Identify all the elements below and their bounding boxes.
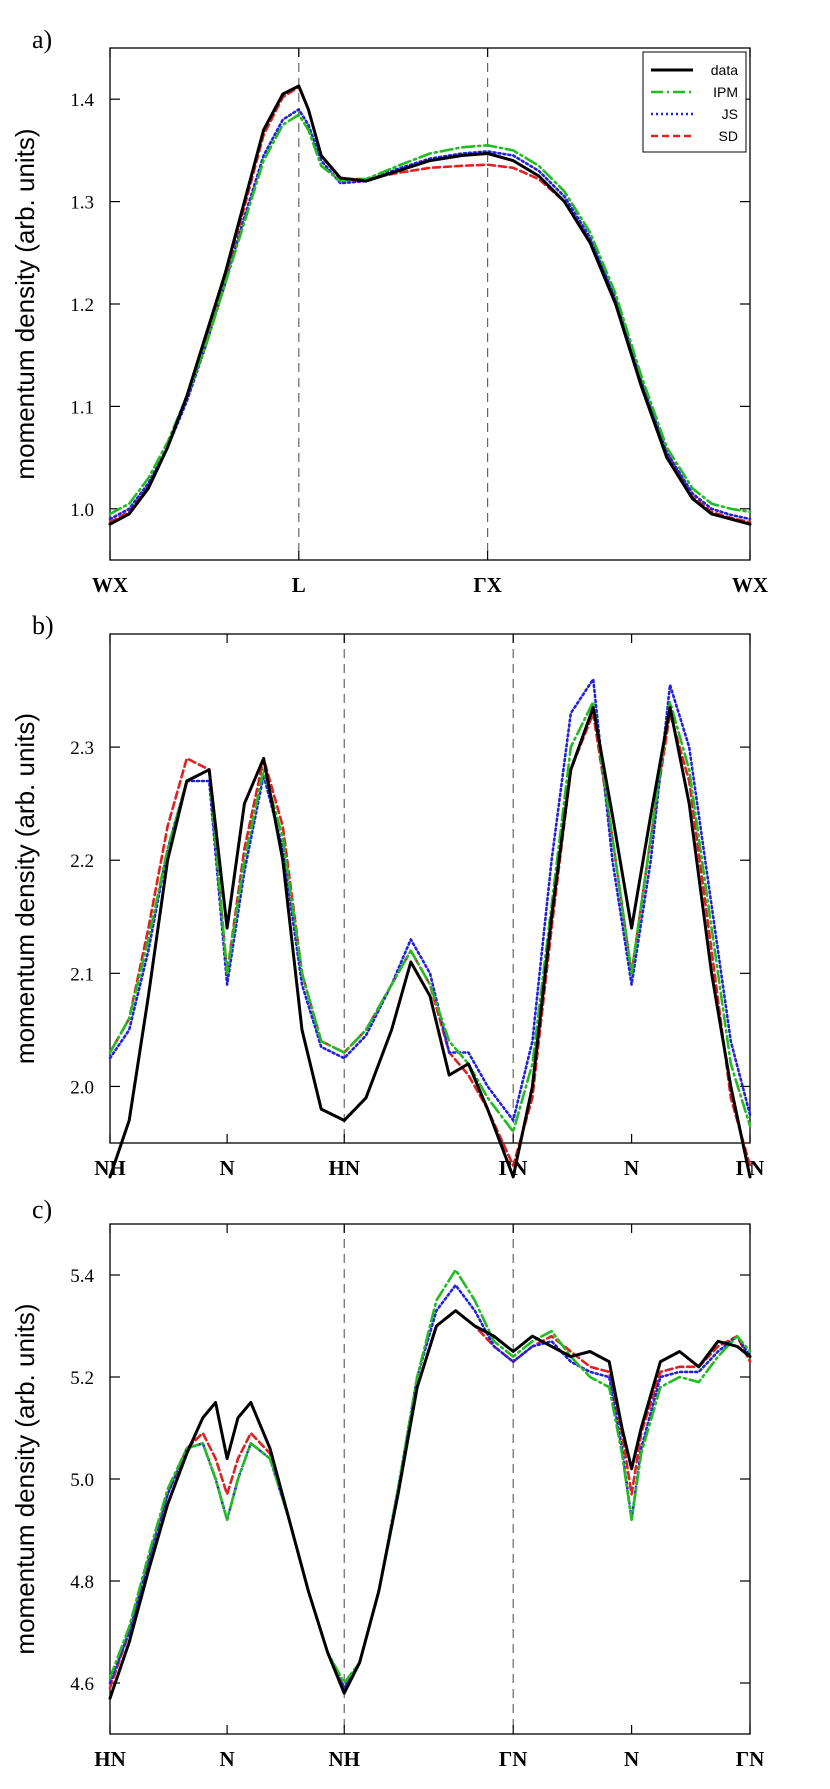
series-line-js (108, 108, 752, 521)
series-line-data (108, 706, 752, 1179)
xtick-label: ΓX (473, 573, 502, 597)
ytick-label: 1.2 (70, 295, 94, 316)
chart-panel-2: 4.6 4.8 5.0 5.2 5.4 HN N NH ΓN N ΓN momentum densit… (10, 1195, 764, 1771)
y-axis-label: momentum density (arb. units) (10, 713, 40, 1064)
legend-label-js: JS (722, 106, 738, 122)
y-axis-label: momentum density (arb. units) (10, 1303, 40, 1654)
ytick-label: 1.0 (70, 500, 94, 521)
series-line-data (108, 84, 752, 526)
xtick-label: ΓN (499, 1747, 528, 1771)
series-line-data (108, 1309, 752, 1700)
xtick-label: N (624, 1747, 639, 1771)
legend: data IPM JS SD (642, 51, 747, 153)
plot-frame (109, 1223, 751, 1735)
xtick-label: WX (92, 573, 128, 597)
series-line-ipm (108, 700, 752, 1133)
ytick-label: 5.2 (70, 1368, 94, 1389)
ytick-label: 1.4 (70, 90, 94, 111)
xtick-label: HN (94, 1747, 126, 1771)
ytick-label: 5.0 (70, 1470, 94, 1491)
ytick-label: 2.3 (70, 738, 94, 759)
y-axis-label: momentum density (arb. units) (10, 128, 40, 479)
xtick-label: HN (328, 1156, 360, 1180)
panel-label: c) (32, 1195, 52, 1224)
xtick-label: L (292, 573, 306, 597)
ytick-label: 5.4 (70, 1266, 94, 1287)
xtick-label: N (624, 1156, 639, 1180)
xtick-label: NH (328, 1747, 360, 1771)
legend-label-ipm: IPM (713, 84, 738, 100)
panel-label: b) (32, 611, 54, 640)
ytick-label: 2.2 (70, 851, 94, 872)
series-line-ipm (108, 1268, 752, 1685)
xtick-label: ΓN (736, 1747, 765, 1771)
xtick-label: WX (732, 573, 768, 597)
legend-label-sd: SD (719, 128, 738, 144)
ytick-label: 2.0 (70, 1077, 94, 1098)
xtick-label: N (220, 1156, 235, 1180)
xtick-label: N (220, 1747, 235, 1771)
ytick-label: 4.6 (70, 1674, 94, 1695)
ytick-label: 1.1 (70, 397, 94, 418)
ytick-label: 2.1 (70, 964, 94, 985)
plot-frame (109, 633, 751, 1144)
ytick-label: 1.3 (70, 193, 94, 214)
series-line-ipm (108, 113, 752, 516)
legend-label-data: data (711, 62, 738, 78)
series-line-sd (108, 1309, 752, 1690)
chart-panel-0: 1.0 1.1 1.2 1.3 1.4 WX L ΓX WX momentum density (… (10, 25, 768, 597)
ytick-label: 4.8 (70, 1572, 94, 1593)
series-line-js (108, 677, 752, 1122)
panel-label: a) (32, 25, 52, 54)
